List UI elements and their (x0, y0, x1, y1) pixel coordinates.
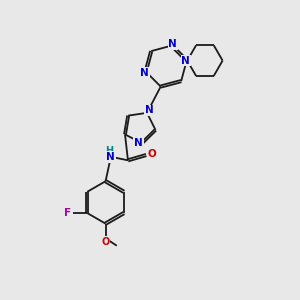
Text: N: N (182, 56, 190, 66)
Text: H: H (105, 146, 113, 156)
Text: N: N (106, 152, 115, 162)
Text: F: F (64, 208, 71, 218)
Text: N: N (169, 39, 177, 50)
Text: O: O (101, 237, 110, 247)
Text: N: N (140, 68, 149, 78)
Text: N: N (145, 106, 154, 116)
Text: O: O (148, 149, 157, 159)
Text: N: N (134, 138, 143, 148)
